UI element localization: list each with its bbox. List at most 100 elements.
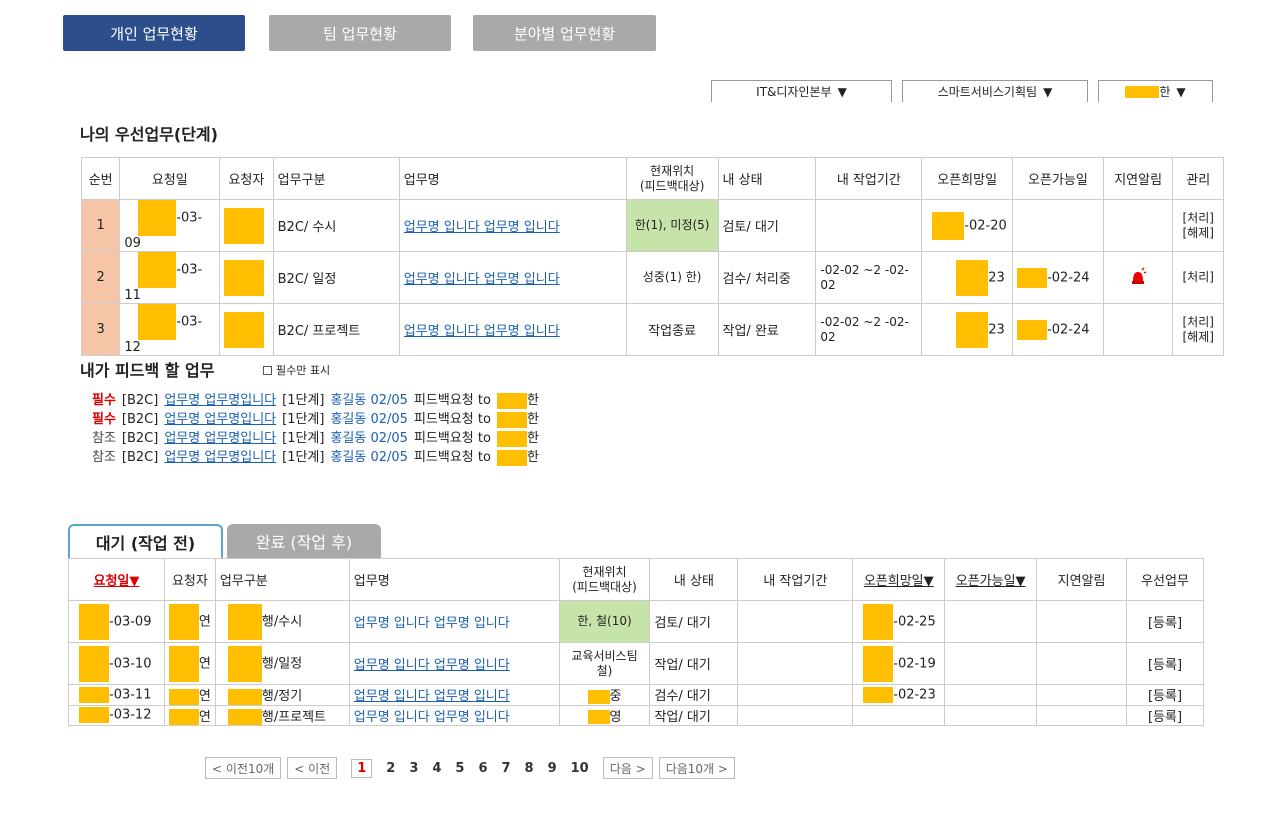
delay-alert (1036, 600, 1127, 643)
location: 작업종료 (625, 303, 719, 356)
prev10-button[interactable]: < 이전10개 (205, 757, 282, 779)
person-select[interactable]: 한 ▼ (1098, 80, 1213, 102)
checkbox-label: 필수만 표시 (276, 364, 331, 377)
delay-alert (1036, 684, 1127, 706)
open-hope-date (852, 704, 946, 726)
table-row: -03-09 연 행/수시 업무명 입니다 업무명 입니다 한, 철(10) 검… (68, 600, 1204, 643)
request-date: -03-11 (68, 684, 165, 706)
page-6[interactable]: 6 (478, 760, 488, 776)
page-2[interactable]: 2 (386, 760, 396, 776)
category: 행/정기 (214, 684, 350, 706)
open-hope-date: -02-19 (852, 642, 946, 685)
table-row: -03-10 연 행/일정 업무명 입니다 업무명 입니다 교육서비스팀 철) … (68, 642, 1204, 685)
request-date: -03-12 (119, 303, 221, 356)
tab-field[interactable]: 분야별 업무현황 (473, 15, 656, 51)
checkbox-icon[interactable] (263, 365, 272, 375)
sort-open-possible[interactable]: 오픈가능일▼ (944, 558, 1038, 601)
next10-button[interactable]: 다음10개 > (658, 757, 735, 779)
open-possible-date (944, 600, 1038, 643)
open-possible-date (944, 642, 1038, 685)
col-header: 내 상태 (649, 558, 739, 601)
list-item: 참조 [B2C] 업무명 업무명입니다 [1단계] 홍길동 02/05 피드백요청 … (92, 430, 539, 447)
next-button[interactable]: 다음 > (602, 757, 653, 779)
pagination: < 이전10개 < 이전 1 2 3 4 5 6 7 8 9 10 다음 > 다… (205, 757, 735, 779)
siren-icon (1102, 251, 1174, 304)
task-link[interactable]: 업무명 입니다 업무명 입니다 (348, 684, 560, 706)
sort-request-date[interactable]: 요청일▼ (68, 558, 165, 601)
register-button[interactable]: [등록] (1126, 704, 1204, 726)
register-button[interactable]: [등록] (1126, 684, 1204, 706)
person-label: 한 (1159, 85, 1171, 99)
delay-alert (1102, 303, 1174, 356)
prev-button[interactable]: < 이전 (287, 757, 338, 779)
requester: 연 (163, 684, 216, 706)
work-period (737, 600, 854, 643)
col-header: 요청일 (119, 157, 221, 200)
required-only-checkbox[interactable]: 필수만 표시 (263, 362, 330, 378)
delay-alert (1036, 642, 1127, 685)
sort-open-hope[interactable]: 오픈희망일▼ (852, 558, 946, 601)
col-header: 오픈희망일 (921, 157, 1014, 200)
task-link[interactable]: 업무명 업무명입니다 (164, 431, 277, 446)
status: 검수/ 처리중 (717, 251, 817, 304)
col-header: 업무구분 (272, 157, 400, 200)
status: 작업/ 대기 (649, 642, 739, 685)
page-9[interactable]: 9 (547, 760, 557, 776)
task-link[interactable]: 업무명 입니다 업무명 입니다 (348, 642, 560, 685)
list-item: 참조 [B2C] 업무명 업무명입니다 [1단계] 홍길동 02/05 피드백요청 … (92, 449, 539, 466)
requester (219, 199, 274, 252)
status: 작업/ 대기 (649, 704, 739, 726)
tab-waiting[interactable]: 대기 (작업 전) (68, 524, 223, 558)
task-link[interactable]: 업무명 입니다 업무명 입니다 (348, 704, 560, 726)
tab-done[interactable]: 완료 (작업 후) (227, 524, 381, 558)
division-select[interactable]: IT&디자인본부 ▼ (711, 80, 892, 102)
tab-personal[interactable]: 개인 업무현황 (63, 15, 245, 51)
table-row: 2 -03-11 B2C/ 일정 업무명 입니다 업무명 입니다 성중(1) 한… (80, 251, 1224, 304)
manage-links[interactable]: [처리] [해제] (1172, 303, 1224, 356)
status: 검수/ 대기 (649, 684, 739, 706)
col-header: 업무명 (348, 558, 560, 601)
work-period (737, 684, 854, 706)
register-button[interactable]: [등록] (1126, 642, 1204, 685)
page-10[interactable]: 10 (570, 760, 589, 776)
table-row: -03-11 연 행/정기 업무명 입니다 업무명 입니다 중 검수/ 대기 -… (68, 684, 1204, 706)
open-hope-date: -02-25 (852, 600, 946, 643)
page-7[interactable]: 7 (501, 760, 511, 776)
task-link[interactable]: 업무명 업무명입니다 (164, 450, 277, 465)
list-item: 필수 [B2C] 업무명 업무명입니다 [1단계] 홍길동 02/05 피드백요청 … (92, 392, 539, 409)
chevron-down-icon: ▼ (837, 84, 847, 99)
manage-links[interactable]: [처리] (1172, 251, 1224, 304)
team-select[interactable]: 스마트서비스기획팀 ▼ (902, 80, 1088, 102)
task-link[interactable]: 업무명 입니다 업무명 입니다 (348, 600, 560, 643)
col-header: 오픈가능일 (1012, 157, 1104, 200)
priority-title: 나의 우선업무(단계) (80, 125, 218, 144)
row-number: 2 (80, 251, 121, 304)
page-4[interactable]: 4 (432, 760, 442, 776)
row-number: 3 (80, 303, 121, 356)
chevron-down-icon: ▼ (1043, 84, 1053, 99)
col-header: 요청자 (163, 558, 216, 601)
page-8[interactable]: 8 (524, 760, 534, 776)
task-link[interactable]: 업무명 입니다 업무명 입니다 (398, 199, 627, 252)
task-link[interactable]: 업무명 업무명입니다 (164, 393, 277, 408)
col-header: 우선업무 (1126, 558, 1204, 601)
task-link[interactable]: 업무명 입니다 업무명 입니다 (398, 251, 627, 304)
task-link[interactable]: 업무명 업무명입니다 (164, 412, 277, 427)
request-date: -03-10 (68, 642, 165, 685)
work-period: -02-02 ~2 -02-02 (815, 251, 923, 304)
page-3[interactable]: 3 (409, 760, 419, 776)
page-5[interactable]: 5 (455, 760, 465, 776)
status: 검토/ 대기 (649, 600, 739, 643)
requester (219, 303, 274, 356)
requester: 연 (163, 704, 216, 726)
category: B2C/ 수시 (272, 199, 400, 252)
page-1[interactable]: 1 (351, 758, 373, 778)
task-link[interactable]: 업무명 입니다 업무명 입니다 (398, 303, 627, 356)
row-number: 1 (80, 199, 121, 252)
chevron-down-icon: ▼ (1176, 84, 1186, 99)
tab-team[interactable]: 팀 업무현황 (269, 15, 451, 51)
location: 한(1), 미정(5) (625, 199, 719, 252)
manage-links[interactable]: [처리] [해제] (1172, 199, 1224, 252)
category: 행/수시 (214, 600, 350, 643)
register-button[interactable]: [등록] (1126, 600, 1204, 643)
